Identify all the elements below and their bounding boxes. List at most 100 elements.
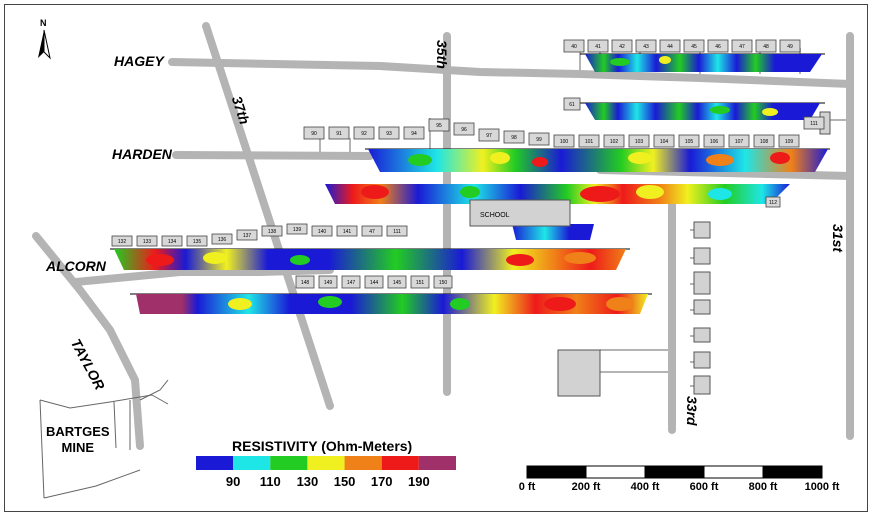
lot-box — [403, 126, 425, 140]
lot-box — [635, 39, 657, 53]
scale-label: 600 ft — [689, 481, 719, 493]
scale-segment — [762, 465, 823, 479]
lot-box — [410, 275, 430, 289]
lot-box — [286, 223, 308, 235]
legend-tick-label: 190 — [407, 474, 430, 489]
legend-swatch — [270, 456, 308, 470]
resistivity-section-school — [512, 224, 594, 240]
lot-box — [578, 134, 600, 148]
lot-box — [111, 235, 133, 247]
lot-number-boxes: 40 41 42 43 44 45 46 47 48 49 61 90 91 92 93 94 95 96 97 98… — [111, 39, 825, 289]
resistivity-section-alcorn-south — [136, 294, 648, 314]
legend-tick-label: 130 — [296, 474, 319, 489]
scale-segment — [526, 465, 587, 479]
lot-number-label: 132 — [118, 239, 127, 245]
lot-box — [703, 134, 725, 148]
lot-number-label: 104 — [660, 139, 669, 145]
legend-swatch — [344, 456, 382, 470]
lot-number-label: 141 — [343, 229, 352, 235]
lot-box — [731, 39, 753, 53]
lot-box — [136, 235, 158, 247]
lot-number-label: 137 — [243, 233, 252, 239]
lot-number-label: 43 — [643, 44, 649, 50]
legend-title: RESISTIVITY (Ohm-Meters) — [232, 438, 413, 454]
lot-box — [728, 134, 750, 148]
lot-number-label: 135 — [193, 239, 202, 245]
lot-box — [311, 225, 333, 237]
scale-label: 800 ft — [748, 481, 778, 493]
resistivity-section-hagey — [585, 54, 822, 72]
lot-number-label: 91 — [336, 131, 342, 137]
north-label: N — [40, 18, 47, 28]
lot-box — [653, 134, 675, 148]
legend-tick-label: 150 — [333, 474, 356, 489]
legend-swatch — [381, 456, 419, 470]
legend-swatch — [233, 456, 271, 470]
lot-box — [211, 233, 233, 245]
lot-number-label: 140 — [318, 229, 327, 235]
lot-number-label: 138 — [268, 229, 277, 235]
lot-number-label: 90 — [311, 131, 317, 137]
resistivity-anomalies — [146, 56, 790, 311]
lot-number-label: 93 — [386, 131, 392, 137]
lot-box — [678, 134, 700, 148]
lot-box — [336, 225, 358, 237]
school-label: SCHOOL — [480, 212, 510, 219]
resistivity-section-alcorn — [114, 249, 626, 270]
lot-number-label: 105 — [685, 139, 694, 145]
lot-number-label: 97 — [486, 133, 492, 139]
lot-number-label: 45 — [691, 44, 697, 50]
roads — [32, 22, 854, 450]
map-frame — [4, 4, 868, 512]
lot-number-label: 136 — [218, 237, 227, 243]
resistivity-section-middle — [325, 184, 790, 204]
lot-number-label: 111 — [393, 229, 401, 235]
lot-number-label: 112 — [769, 200, 777, 206]
scale-segment — [703, 465, 764, 479]
lot-box — [628, 134, 650, 148]
resistivity-sections — [114, 54, 828, 314]
lot-number-label: 108 — [760, 139, 769, 145]
lot-number-label: 111 — [810, 121, 818, 127]
street-label-harden: HARDEN — [112, 146, 172, 162]
lot-box — [503, 130, 525, 144]
scale-segment — [644, 465, 705, 479]
lot-box — [364, 275, 384, 289]
mine-label: BARTGES MINE — [46, 424, 110, 456]
lot-number-label: 151 — [416, 280, 425, 286]
lot-number-label: 44 — [667, 44, 673, 50]
lot-box — [755, 39, 777, 53]
legend-swatch — [418, 456, 456, 470]
lot-number-label: 134 — [168, 239, 177, 245]
lot-box — [659, 39, 681, 53]
legend-swatch — [307, 456, 345, 470]
road-alcorn — [72, 266, 334, 286]
lot-number-label: 48 — [763, 44, 769, 50]
lot-number-label: 150 — [439, 280, 448, 286]
lot-number-label: 106 — [710, 139, 719, 145]
lot-number-label: 149 — [324, 280, 333, 286]
lot-box — [611, 39, 633, 53]
scale-label: 200 ft — [571, 481, 601, 493]
lot-number-label: 109 — [785, 139, 794, 145]
lot-box — [361, 225, 383, 237]
scale-label: 1000 ft — [804, 481, 840, 493]
lot-box — [779, 39, 801, 53]
street-label-33rd: 33rd — [684, 396, 700, 426]
road-37th — [202, 22, 334, 410]
legend-color-bar — [196, 456, 456, 470]
street-label-31st: 31st — [830, 224, 846, 253]
lot-number-label: 103 — [635, 139, 644, 145]
scale-segment — [585, 465, 646, 479]
lot-box — [587, 39, 609, 53]
lot-number-label: 147 — [347, 280, 356, 286]
lot-box — [528, 132, 550, 146]
lot-box — [563, 97, 581, 111]
lot-box — [261, 225, 283, 237]
mine-label-line2: MINE — [61, 440, 95, 455]
street-label-35th: 35th — [434, 40, 450, 69]
mine-boundary — [39, 379, 169, 499]
lot-box — [707, 39, 729, 53]
lot-number-label: 107 — [735, 139, 744, 145]
